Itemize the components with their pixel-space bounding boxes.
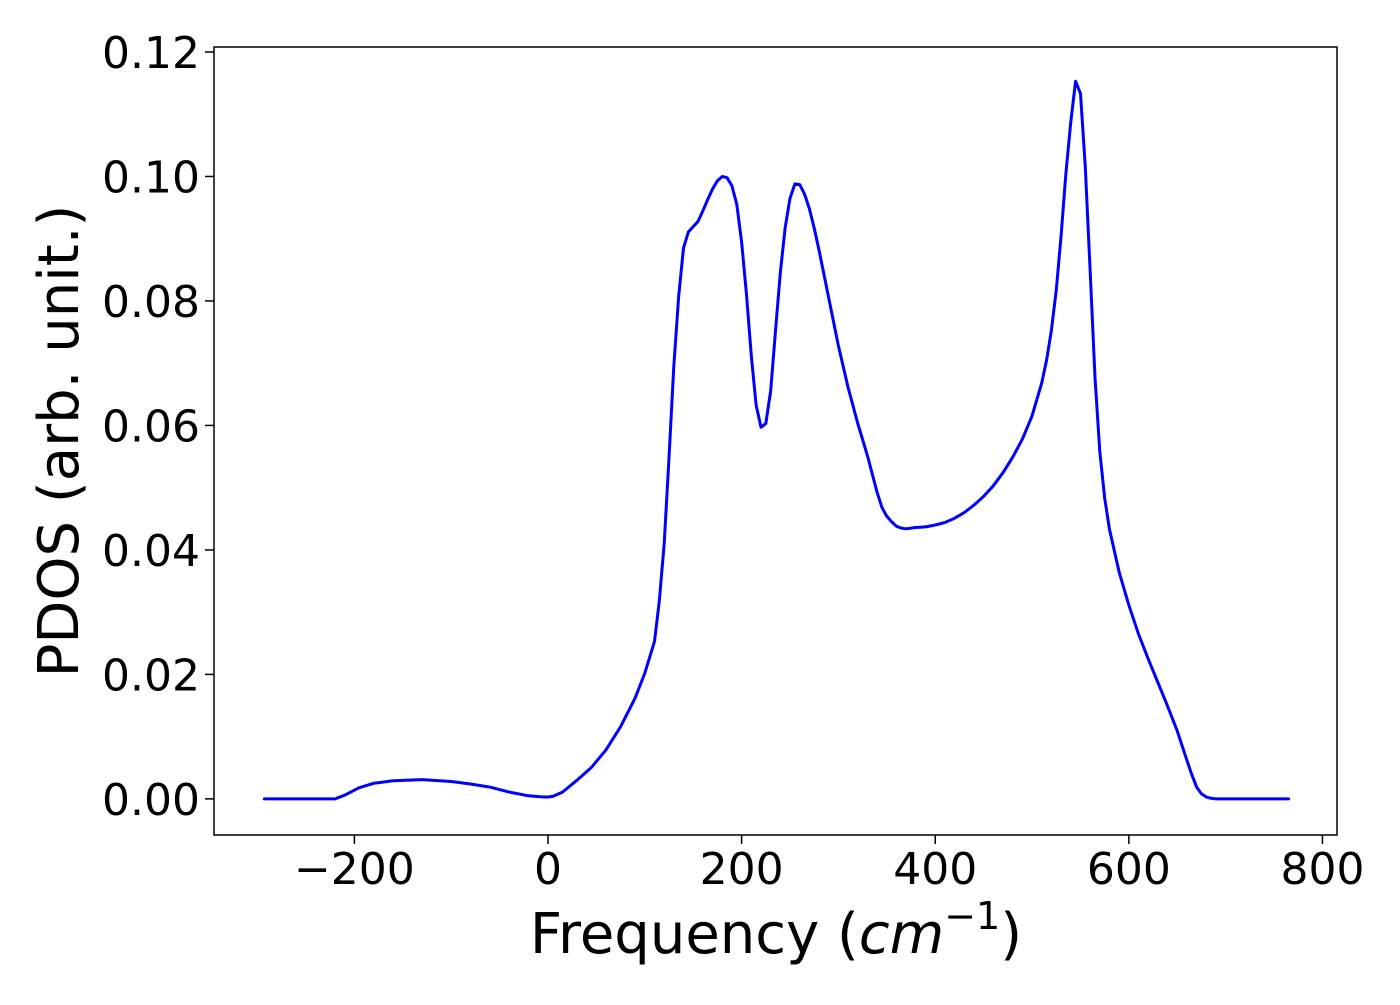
plot-frame xyxy=(213,46,1338,836)
x-axis-title: Frequency (cm−1) xyxy=(530,894,1022,967)
y-tick-label: 0.08 xyxy=(102,277,200,328)
ticks-layer: −200 0 200 400 600 800 0.00 0.02 0.04 0.06 0.08 0.1… xyxy=(102,28,1364,895)
x-tick-label: 800 xyxy=(1280,844,1364,895)
y-tick-label: 0.04 xyxy=(102,526,200,577)
x-axis-title-close: ) xyxy=(1000,902,1022,967)
x-tick-label: 0 xyxy=(534,844,562,895)
y-tick-label: 0.06 xyxy=(102,401,200,452)
y-tick-label: 0.12 xyxy=(102,28,200,79)
x-tick-label: −200 xyxy=(294,844,415,895)
x-tick-label: 600 xyxy=(1087,844,1171,895)
y-tick-label: 0.00 xyxy=(102,775,200,826)
y-tick-label: 0.10 xyxy=(102,152,200,203)
x-axis-title-unit: cm xyxy=(859,902,944,967)
y-axis-title: PDOS (arb. unit.) xyxy=(27,205,92,678)
y-tick-label: 0.02 xyxy=(102,650,200,701)
plot-layer xyxy=(262,79,1291,801)
x-axis-title-exponent: −1 xyxy=(944,894,1000,938)
x-axis-title-text: Frequency ( xyxy=(530,902,859,967)
x-tick-label: 200 xyxy=(700,844,784,895)
x-tick-label: 400 xyxy=(893,844,977,895)
pdos-series-line xyxy=(262,79,1291,801)
